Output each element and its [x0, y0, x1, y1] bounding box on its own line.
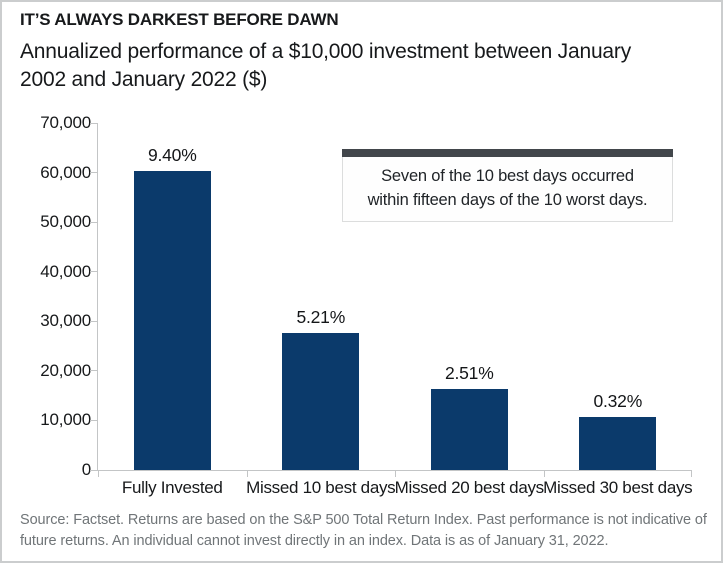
x-axis-category-label: Fully Invested [121, 478, 223, 497]
y-axis-tick-label: 20,000 [40, 360, 91, 380]
x-axis-tick-mark [395, 471, 396, 477]
y-axis-tick-label: 60,000 [40, 162, 91, 182]
y-axis-tick-mark [90, 469, 97, 471]
bar-chart-plot-area: 0 10,000 20,000 30,000 40,000 50,000 60,000 70,… [40, 113, 692, 497]
bar-value-label: 5.21% [296, 307, 346, 328]
annotation-accent-bar [342, 149, 673, 157]
bar-2 [282, 333, 360, 470]
y-axis-tick-mark [90, 221, 97, 223]
bar-4 [579, 417, 657, 470]
y-axis-tick-mark [90, 172, 97, 174]
bar-value-label: 9.40% [147, 145, 197, 166]
source-note-line2: future returns. An individual cannot inv… [20, 533, 609, 549]
x-axis-tick-mark [246, 471, 248, 477]
y-axis-tick-label: 0 [81, 460, 91, 479]
chart-subtitle-line2: 2002 and January 2022 ($) [20, 68, 268, 91]
y-axis-tick-mark [90, 122, 97, 124]
bar-value-label: 2.51% [444, 362, 494, 383]
y-axis-tick-label: 50,000 [40, 212, 91, 232]
bar-1 [133, 171, 211, 470]
x-axis-category-label: Missed 10 best days [246, 478, 396, 497]
y-axis-tick-label: 10,000 [40, 410, 91, 430]
x-axis-category-label: Missed 30 best days [543, 478, 693, 497]
annotation-line2: within fifteen days of the 10 worst days… [367, 191, 648, 209]
y-axis-tick-label: 30,000 [40, 311, 91, 331]
source-note: Source: Factset. Returns are based on th… [20, 510, 715, 552]
annotation-line1: Seven of the 10 best days occurred [381, 167, 634, 185]
y-axis-tick-mark [90, 271, 97, 273]
bar-3 [430, 388, 508, 470]
y-axis-tick-label: 70,000 [40, 113, 91, 132]
bar-value-label: 0.32% [593, 391, 643, 412]
annotation-box: Seven of the 10 best days occurred within… [342, 149, 673, 222]
x-axis-category-label: Missed 20 best days [394, 478, 545, 497]
chart-title: IT’S ALWAYS DARKEST BEFORE DAWN [20, 10, 339, 29]
chart-subtitle-line1: Annualized performance of a $10,000 inve… [20, 40, 631, 63]
y-axis-tick-mark [90, 320, 97, 322]
annotation-text: Seven of the 10 best days occurred within… [342, 157, 673, 222]
y-axis-tick-mark [90, 419, 97, 421]
source-note-line1: Source: Factset. Returns are based on th… [20, 512, 707, 528]
y-axis-tick-label: 40,000 [40, 261, 91, 281]
x-axis-tick-mark [543, 471, 545, 477]
chart-subtitle: Annualized performance of a $10,000 inve… [20, 38, 631, 94]
x-axis-tick-mark [691, 471, 692, 477]
x-axis-tick-mark [98, 471, 99, 477]
y-axis-tick-mark [90, 370, 97, 372]
